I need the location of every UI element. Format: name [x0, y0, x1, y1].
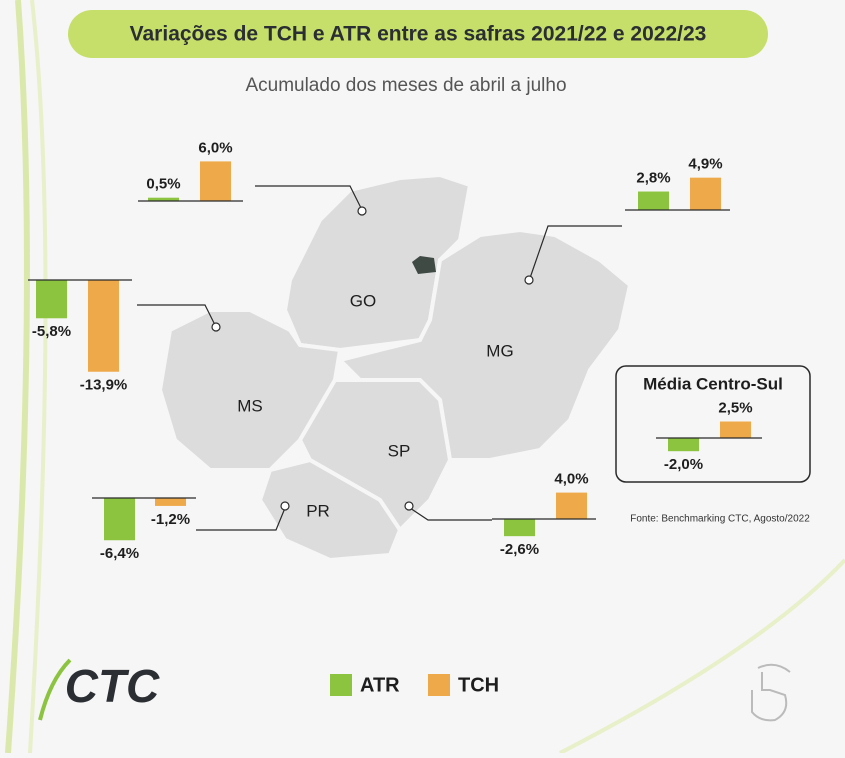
value-label: 2,8%: [636, 169, 670, 186]
bar: [504, 519, 535, 537]
map-df: [412, 256, 436, 274]
value-label: 6,0%: [198, 139, 232, 156]
logo-leaf: [38, 658, 72, 721]
value-label: 0,5%: [146, 176, 180, 193]
pins: [211, 206, 534, 511]
bar: [155, 498, 186, 506]
value-label: -2,0%: [664, 456, 703, 473]
average-box: [615, 365, 811, 483]
map-sp: [297, 378, 453, 534]
logo: CTC: [65, 660, 160, 712]
bar: [88, 280, 119, 372]
title-pill: [68, 10, 768, 58]
value-label: 4,9%: [688, 156, 722, 173]
hand: [751, 672, 788, 722]
state-label: GO: [350, 291, 376, 310]
decor-stripe: [559, 558, 845, 755]
connector: [409, 507, 492, 521]
connectors: [137, 185, 622, 531]
state-label: MG: [486, 341, 513, 360]
value-label: 2,5%: [718, 399, 752, 416]
swipe-icon: [751, 663, 791, 722]
map: [157, 172, 633, 563]
pin: [357, 206, 367, 216]
pin: [211, 322, 221, 332]
value-label: -5,8%: [32, 323, 71, 340]
value-label: 4,0%: [554, 471, 588, 488]
arrow: [757, 663, 791, 673]
legend-swatch: [330, 674, 352, 696]
bar: [104, 498, 135, 541]
state-label: PR: [306, 501, 330, 520]
connector: [255, 185, 363, 211]
bar: [148, 197, 179, 201]
subtitle: Acumulado dos meses de abril a julho: [245, 75, 566, 96]
pin: [280, 501, 290, 511]
title: Variações de TCH e ATR entre as safras 2…: [130, 23, 707, 46]
value-label: -13,9%: [80, 377, 128, 394]
bar: [720, 421, 751, 438]
bar: [668, 438, 699, 452]
connector: [196, 507, 286, 531]
value-label: -6,4%: [100, 545, 139, 562]
legend-label: ATR: [360, 674, 400, 696]
legend-label: TCH: [458, 674, 499, 696]
connector: [529, 225, 622, 279]
value-label: -1,2%: [151, 511, 190, 528]
bar: [36, 280, 67, 319]
map-pr: [257, 457, 403, 563]
value-label: -2,6%: [500, 541, 539, 558]
state-label: MS: [237, 396, 263, 415]
source: Fonte: Benchmarking CTC, Agosto/2022: [630, 514, 810, 525]
decor-stripe: [5, 0, 30, 754]
average-title: Média Centro-Sul: [643, 374, 783, 393]
pin: [524, 275, 534, 285]
pin: [404, 501, 414, 511]
legend-swatch: [428, 674, 450, 696]
bar: [200, 161, 231, 201]
state-label: SP: [388, 441, 411, 460]
bar: [556, 492, 587, 519]
connector: [137, 304, 216, 326]
bar: [690, 177, 721, 210]
bar: [638, 191, 669, 210]
